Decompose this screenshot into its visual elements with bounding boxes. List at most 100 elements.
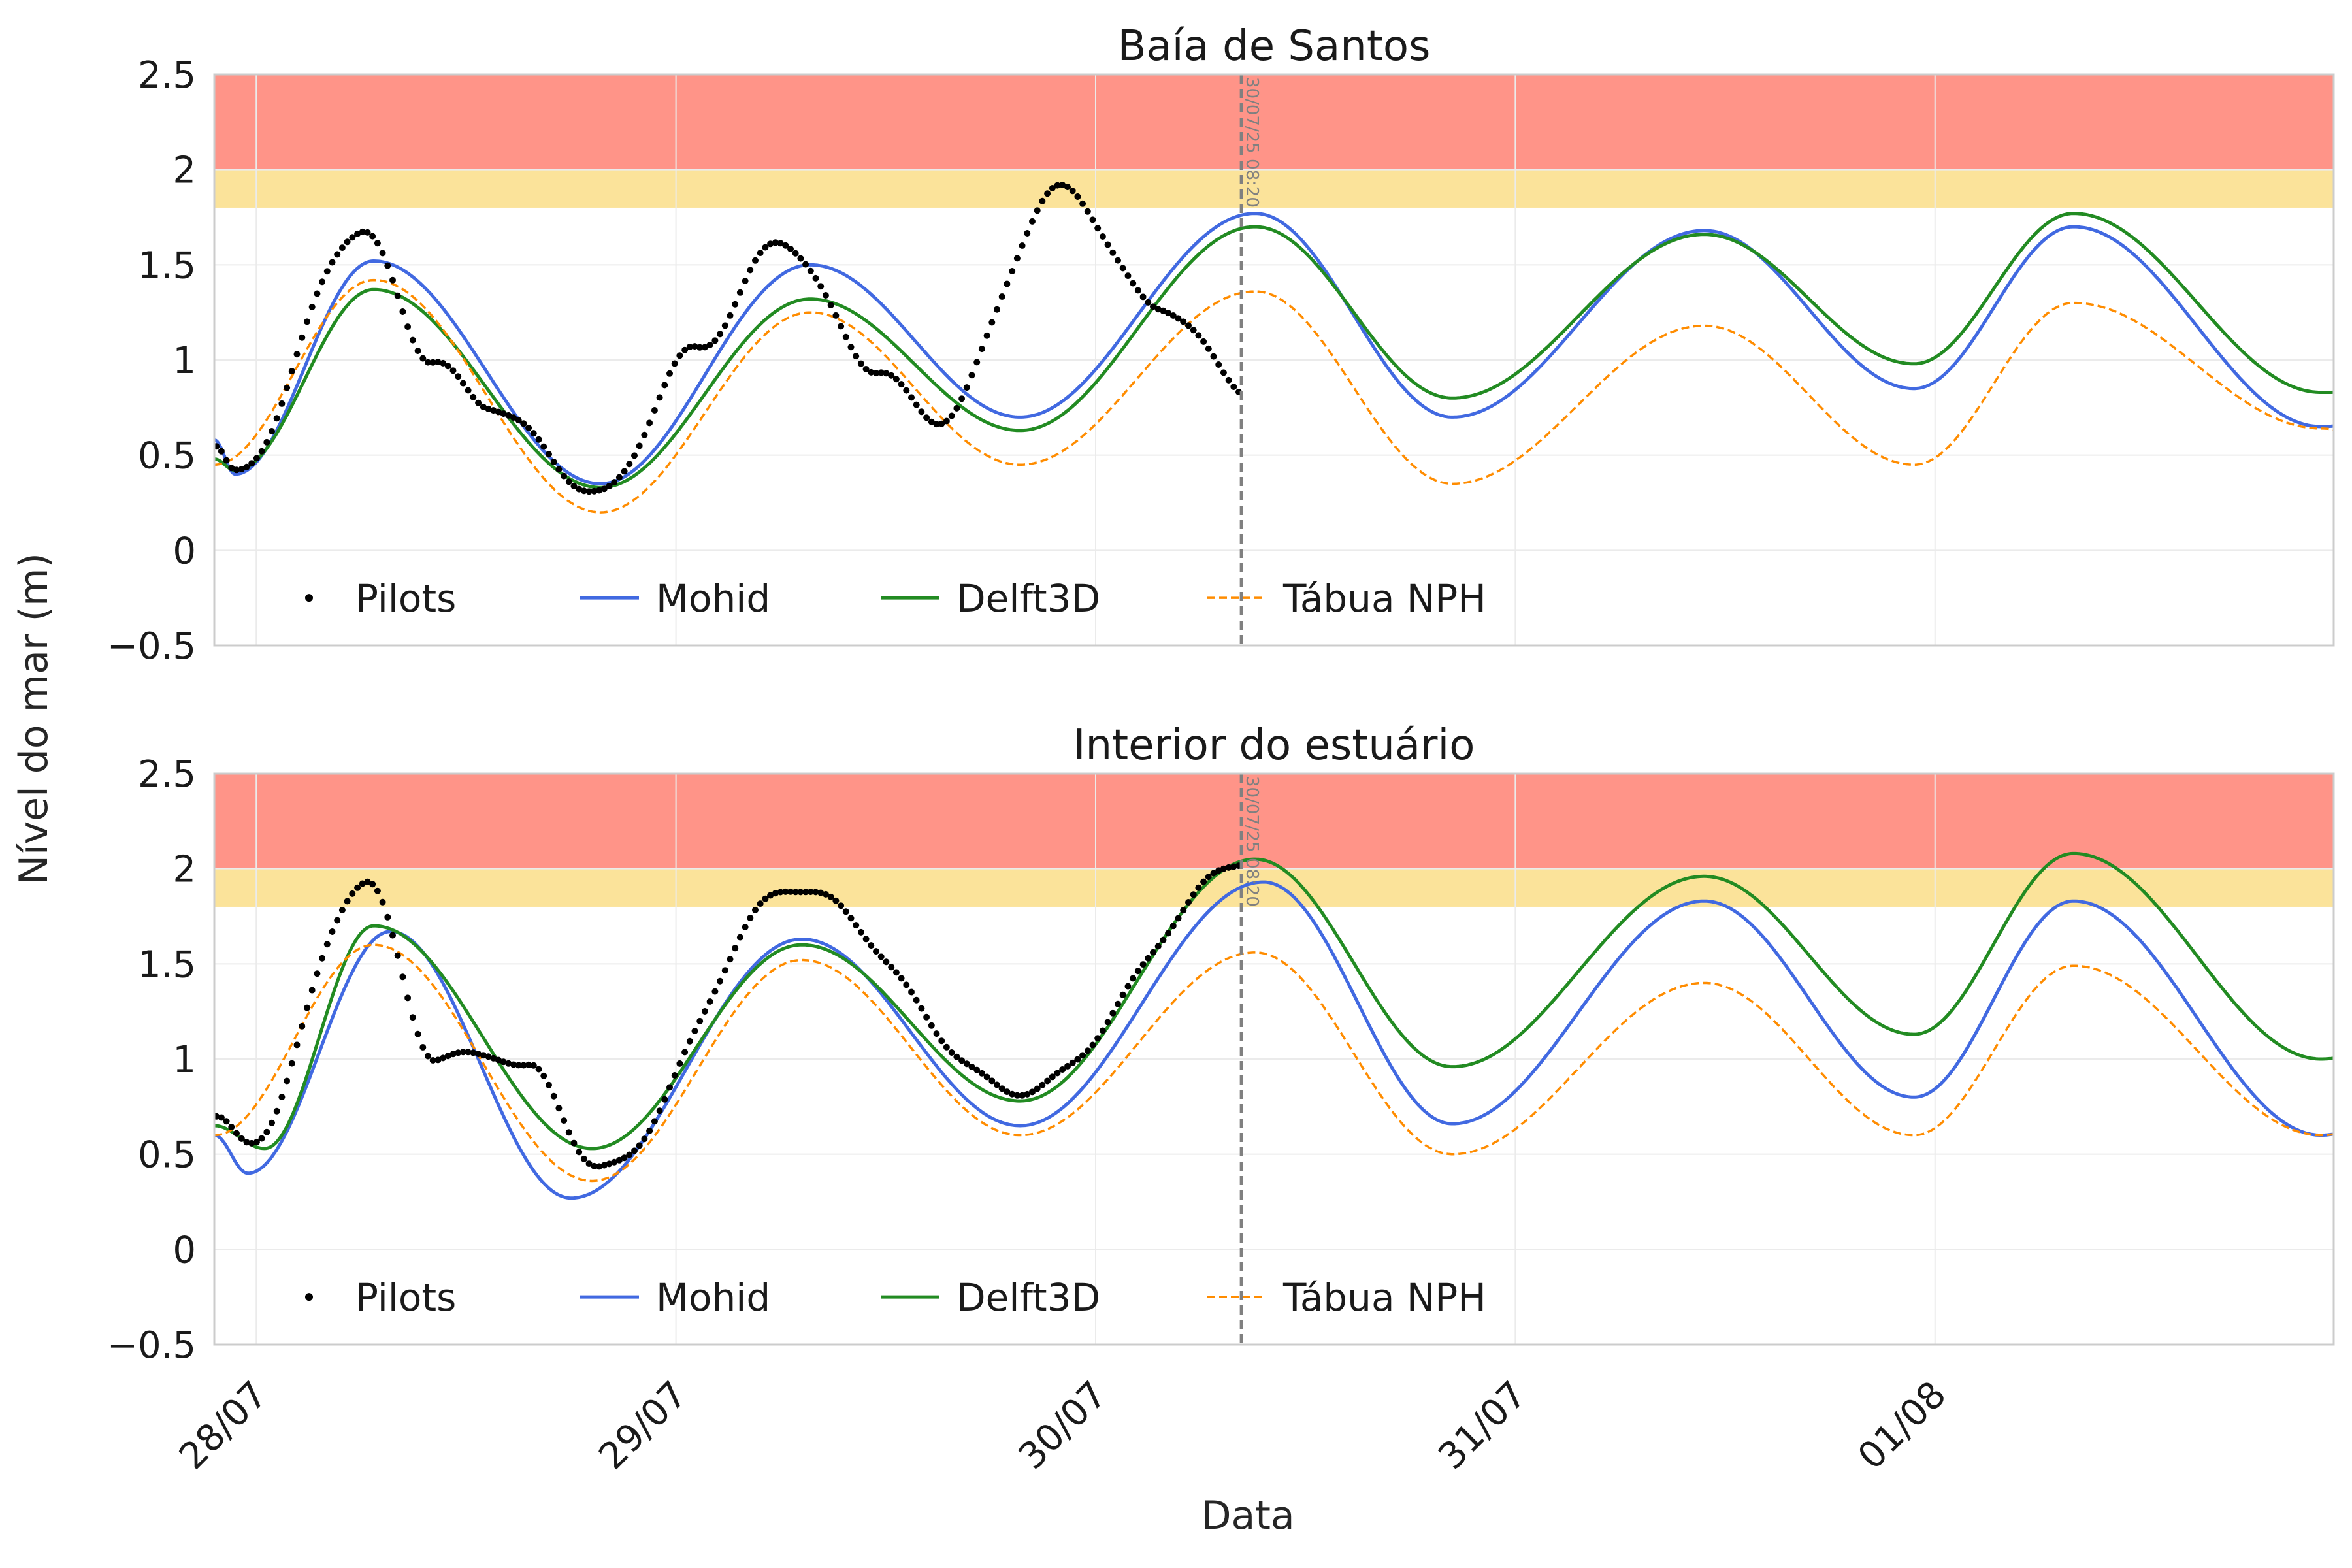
pilots-point <box>263 438 270 446</box>
pilots-point <box>842 333 849 340</box>
pilots-point <box>495 408 502 416</box>
pilots-point <box>379 250 386 257</box>
pilots-point <box>304 318 310 325</box>
pilots-point <box>868 368 875 376</box>
pilots-point <box>883 958 890 966</box>
panel-baia-de-santos: Baía de Santos −0.5 0 0.5 1 1.5 2 2.5 30/07/25 0… <box>107 22 2335 668</box>
pilots-point <box>1009 1090 1016 1098</box>
pilots-point <box>1190 891 1197 898</box>
pilots-point <box>862 366 870 372</box>
series-pilots-points <box>214 862 1242 1170</box>
pilots-point <box>988 1077 996 1085</box>
pilots-point <box>898 975 905 982</box>
pilots-point <box>440 1054 447 1062</box>
pilots-point <box>646 1127 653 1134</box>
pilots-point <box>853 353 860 360</box>
pilots-point <box>540 1072 547 1079</box>
series-pilots-points <box>214 182 1242 495</box>
pilots-point <box>626 1151 633 1158</box>
pilots-point <box>429 359 436 366</box>
pilots-point <box>641 1135 648 1143</box>
pilots-point <box>1024 1090 1031 1098</box>
pilots-point <box>561 472 568 480</box>
pilots-point <box>681 1049 689 1056</box>
pilots-point <box>1039 1081 1046 1088</box>
pilots-point <box>384 913 391 921</box>
pilots-point <box>1004 1088 1011 1096</box>
pilots-point <box>792 250 799 257</box>
panel-interior-do-estuario: Interior do estuário−0.500.511.522.528/0… <box>107 721 2335 1478</box>
pilots-point <box>1044 1077 1051 1085</box>
pilots-point <box>1034 1085 1041 1092</box>
pilots-point <box>706 998 713 1005</box>
pilots-point <box>425 1053 431 1060</box>
pilots-point <box>958 395 966 402</box>
pilots-point <box>344 238 351 246</box>
pilots-point <box>354 230 361 237</box>
y-tick-label: 0 <box>172 1229 196 1271</box>
pilots-point <box>747 915 754 921</box>
pilots-point <box>263 1128 270 1135</box>
pilots-point <box>747 267 754 274</box>
pilots-point <box>877 369 885 376</box>
pilots-point <box>520 1062 527 1069</box>
plot-area <box>214 182 2333 514</box>
pilots-point <box>1019 242 1026 249</box>
pilots-point <box>868 942 875 949</box>
pilots-point <box>802 261 809 268</box>
pilots-point <box>434 359 442 366</box>
pilots-point <box>1109 249 1117 256</box>
pilots-point <box>1230 863 1237 870</box>
pilots-point <box>530 430 537 437</box>
pilots-point <box>686 344 693 350</box>
pilots-point <box>293 351 301 358</box>
pilots-point <box>938 420 945 427</box>
pilots-point <box>459 380 466 387</box>
pilots-point <box>928 1022 935 1029</box>
pilots-point <box>214 443 220 450</box>
pilots-point <box>570 1139 578 1147</box>
pilots-point <box>510 1061 517 1068</box>
pilots-point <box>888 372 895 379</box>
pilots-point <box>470 1049 477 1056</box>
pilots-point <box>1225 864 1232 871</box>
panel-title: Baía de Santos <box>1118 22 1431 71</box>
pilots-point <box>1154 306 1162 313</box>
pilots-point <box>943 417 950 425</box>
pilots-point <box>651 407 658 414</box>
pilots-point <box>888 964 895 971</box>
pilots-point <box>434 1056 442 1064</box>
pilots-point <box>1220 865 1227 872</box>
pilots-point <box>419 1044 427 1051</box>
pilots-point <box>233 466 240 474</box>
pilots-point <box>1074 1056 1081 1063</box>
pilots-point <box>500 1058 507 1066</box>
pilots-point <box>1049 185 1056 191</box>
pilots-point <box>299 334 306 341</box>
pilots-point <box>827 302 834 308</box>
pilots-point <box>732 945 739 952</box>
pilots-point <box>546 1081 552 1088</box>
pilots-point <box>606 483 613 489</box>
pilots-point <box>1200 878 1207 885</box>
pilots-point <box>414 1030 421 1037</box>
pilots-point <box>394 952 401 959</box>
pilots-point <box>233 1130 240 1137</box>
pilots-point <box>495 1056 502 1064</box>
pilots-point <box>847 344 855 351</box>
pilots-point <box>389 932 396 939</box>
pilots-point <box>329 259 336 266</box>
pilots-point <box>994 306 1000 313</box>
pilots-point <box>404 323 412 331</box>
pilots-point <box>369 233 376 240</box>
pilots-point <box>299 1022 306 1030</box>
pilots-point <box>968 372 975 379</box>
pilots-point <box>717 331 724 338</box>
pilots-point <box>1013 1092 1021 1099</box>
pilots-point <box>1079 1052 1086 1059</box>
legend-label: Mohid <box>656 1275 770 1320</box>
pilots-point <box>1069 1059 1076 1066</box>
pilots-point <box>1160 307 1167 314</box>
pilots-point <box>978 1070 985 1077</box>
